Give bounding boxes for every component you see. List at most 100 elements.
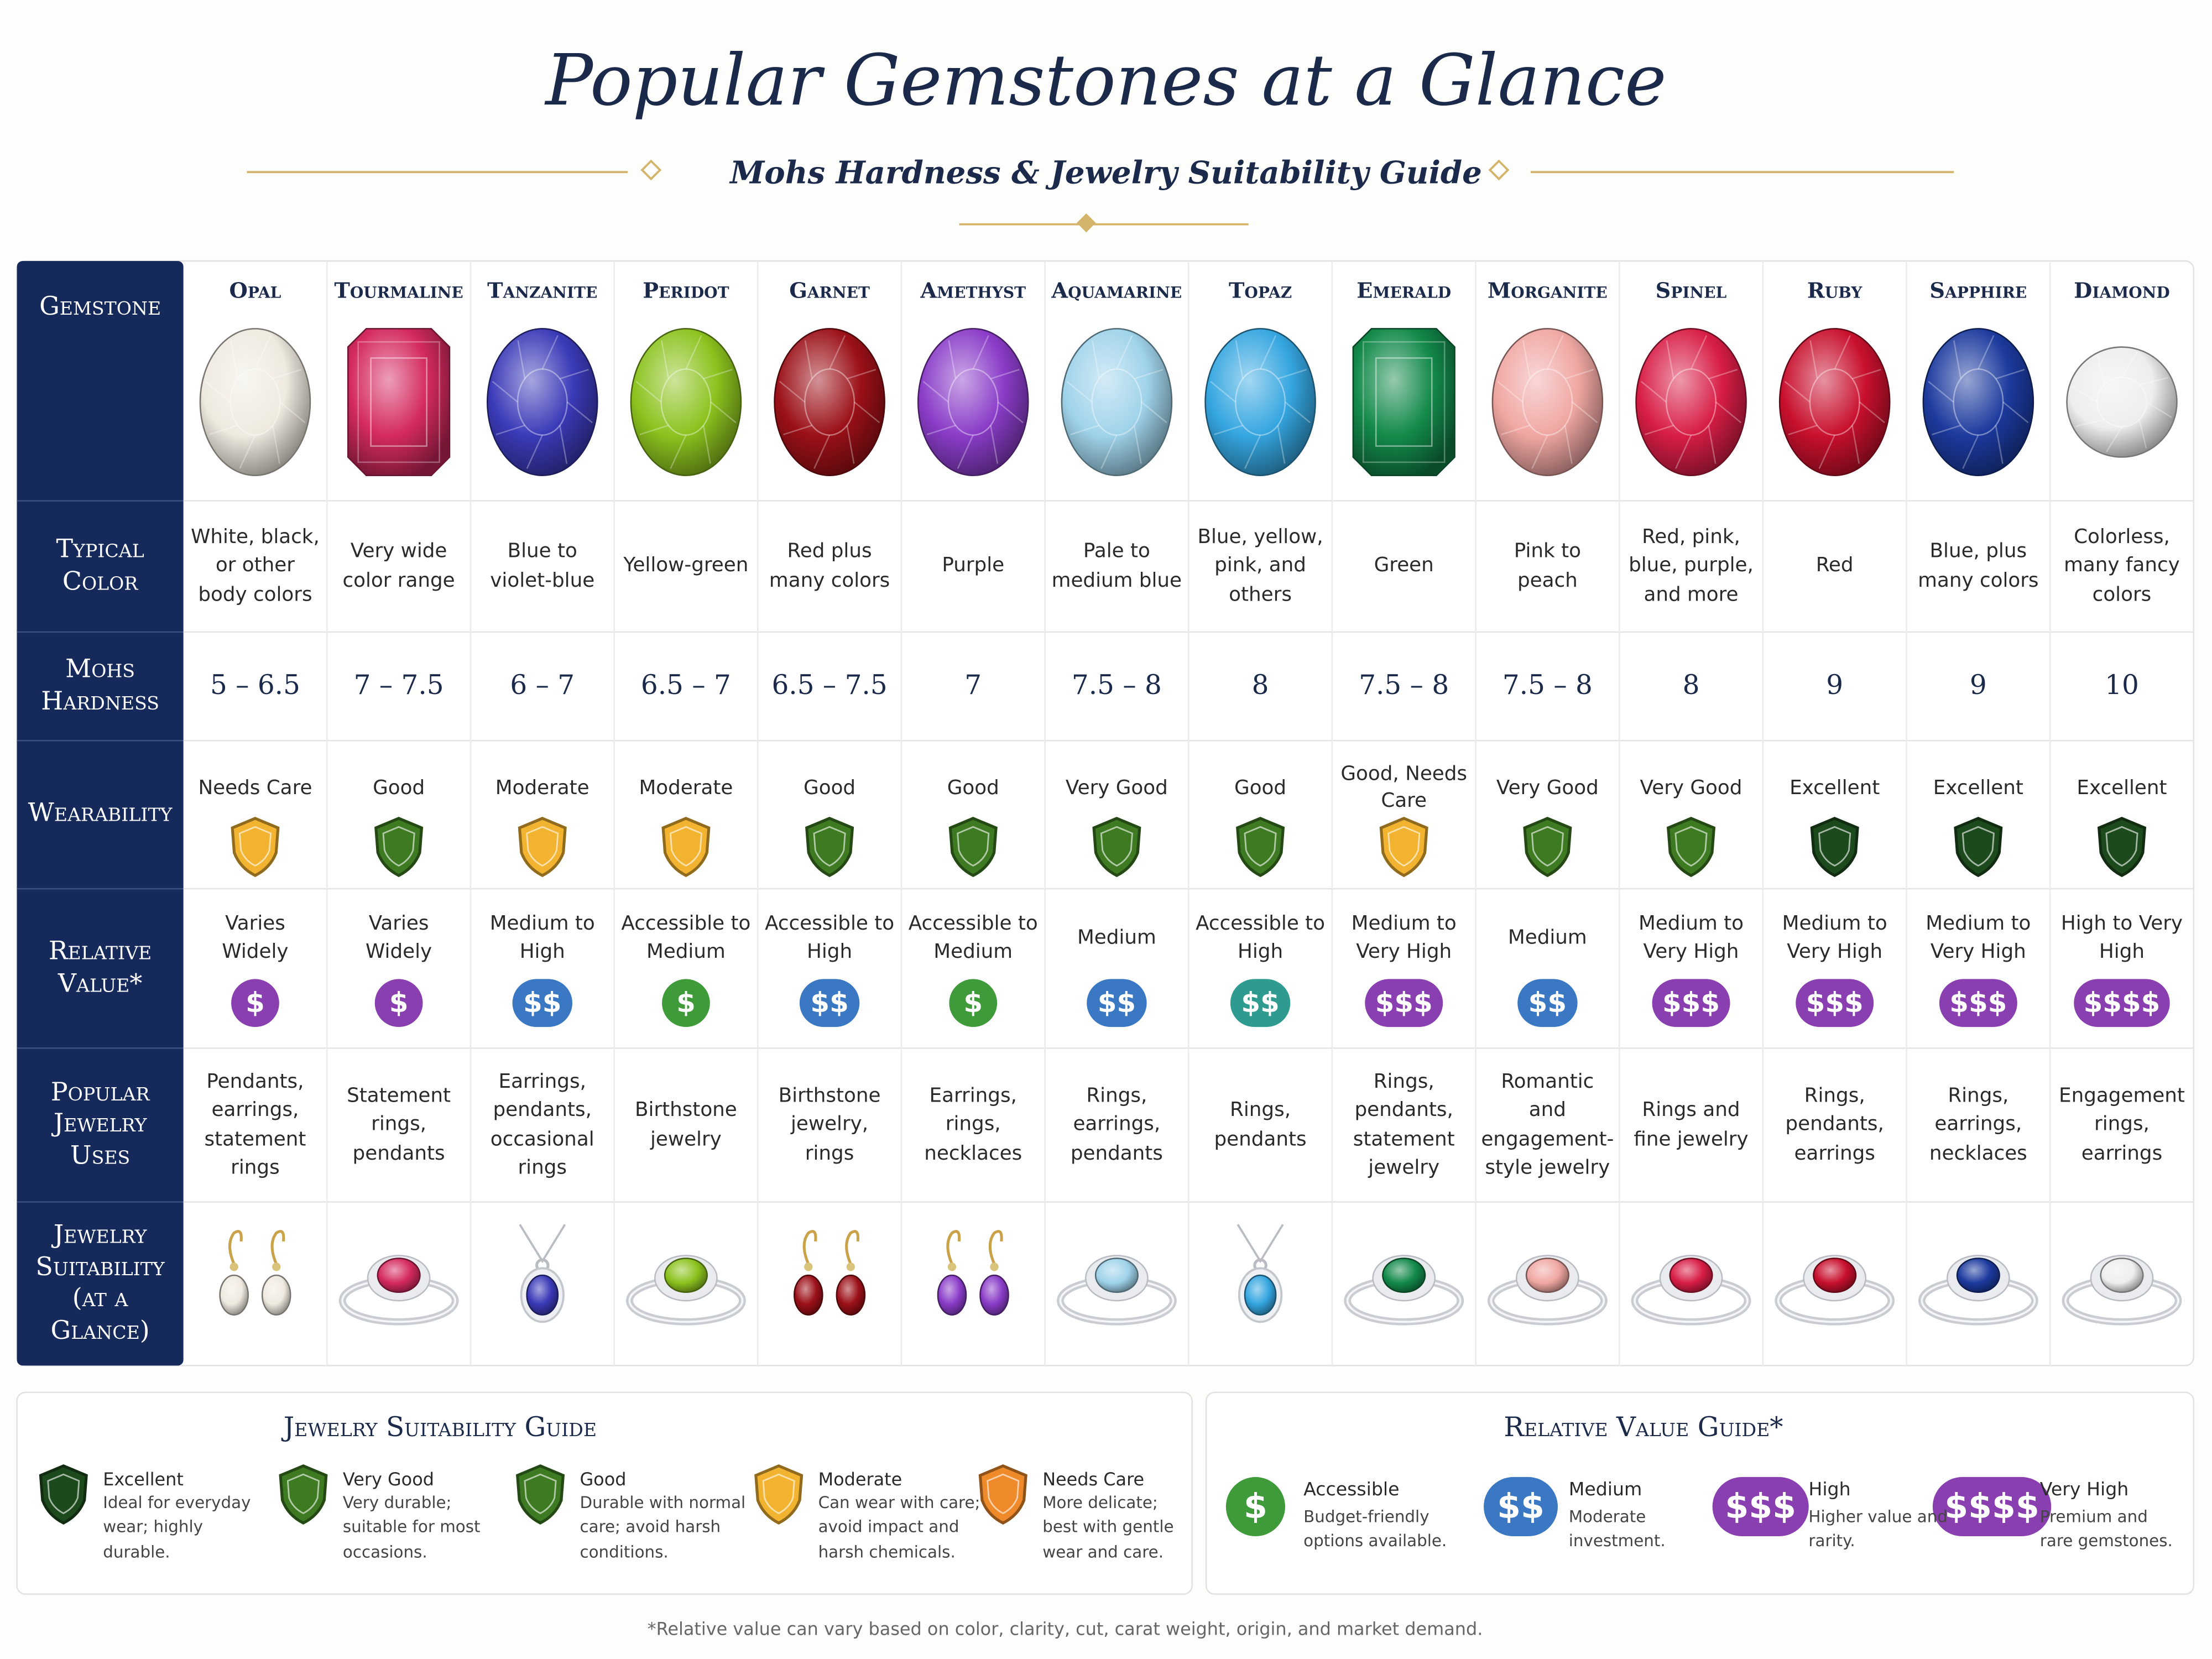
shield-icon <box>1523 817 1572 878</box>
earring-hook <box>946 1230 961 1265</box>
typical-color: Very wide color range <box>342 540 455 592</box>
gem-facet <box>702 425 711 464</box>
gem-step <box>357 341 440 463</box>
gem-name: Tourmaline <box>334 278 463 304</box>
shield-inner <box>1818 826 1851 867</box>
gem-facet <box>1859 401 1885 424</box>
jewelry-uses: Engagement rings, earrings <box>2059 1084 2185 1165</box>
gem-image <box>1635 328 1747 476</box>
gem-body <box>1778 328 1891 476</box>
gem-body <box>2100 1258 2144 1293</box>
legend-description: More delicate; best with gentle wear and… <box>1042 1492 1174 1561</box>
pendant-gem <box>1244 1274 1277 1316</box>
gem-facet <box>828 335 846 369</box>
ring-gem <box>664 1258 708 1293</box>
shield-inner <box>524 1473 557 1515</box>
gem-facet <box>922 380 949 403</box>
gem-body <box>937 1274 967 1316</box>
earring-bail <box>846 1262 855 1271</box>
gem-facet <box>1134 369 1164 380</box>
gem-facet <box>854 401 880 424</box>
typical-color: Red <box>1815 555 1854 578</box>
shield <box>1523 817 1572 878</box>
legend-level: Needs Care <box>1042 1468 1145 1490</box>
typical-color: Blue to violet-blue <box>490 540 595 592</box>
value-badge <box>1225 1477 1285 1537</box>
gem-facet <box>1497 380 1524 403</box>
gem-body <box>526 1274 559 1316</box>
earring-bail <box>990 1262 999 1271</box>
earring-gem <box>261 1274 291 1316</box>
shield-inner <box>1674 826 1708 867</box>
value-symbol: $$ <box>1528 987 1567 1019</box>
gem-facet <box>230 340 239 379</box>
gem-facet <box>1851 369 1881 380</box>
shield-inner <box>987 1473 1020 1515</box>
gem-facet <box>685 335 702 369</box>
ring-gem <box>1813 1258 1857 1293</box>
gem-table <box>1665 368 1717 436</box>
jewelry-uses: Rings, earrings, necklaces <box>1929 1084 2027 1165</box>
value-badge <box>1932 1477 2052 1537</box>
gem-body <box>347 328 451 476</box>
shield-inner <box>1961 826 1995 867</box>
value-badge <box>799 979 860 1027</box>
relative-value: Accessible to High <box>765 913 895 964</box>
gem-facet <box>1818 435 1835 469</box>
gem-facet <box>847 369 877 380</box>
gem-body <box>487 328 598 476</box>
gem-facet <box>1133 425 1142 464</box>
ornament-diamond <box>1488 159 1510 181</box>
shield-icon <box>1666 817 1716 878</box>
hardness: 8 <box>1251 670 1269 701</box>
hardness: 7 <box>964 670 982 701</box>
legend-level: Very High <box>2039 1480 2129 1501</box>
gem-facet <box>1978 335 1995 369</box>
gem-name: Diamond <box>2074 278 2170 304</box>
gem-facet <box>1708 369 1738 380</box>
relative-value: High to Very High <box>2060 913 2183 964</box>
gem-facet <box>1531 435 1548 469</box>
wearability: Good <box>947 776 999 800</box>
gem-facet <box>846 425 855 464</box>
gem-body <box>1491 328 1604 476</box>
shield-inner <box>813 826 846 867</box>
shield <box>279 1464 328 1525</box>
shield <box>948 817 998 878</box>
shield-icon <box>661 817 711 878</box>
gem-name: Opal <box>229 278 281 304</box>
relative-value: Medium <box>1507 927 1587 950</box>
gem-facet <box>2096 356 2105 385</box>
gem-image <box>199 328 311 476</box>
gem-facet <box>1640 380 1667 403</box>
gem-table <box>517 368 568 436</box>
gem-table <box>804 368 855 436</box>
gem-facet <box>2002 401 2029 424</box>
relative-value: Medium to High <box>489 913 595 964</box>
value-badge <box>512 979 572 1027</box>
typical-color: White, black, or other body colors <box>191 526 320 607</box>
shield-icon <box>231 817 280 878</box>
shield <box>1236 817 1285 878</box>
value-symbol: $$$ <box>1806 987 1864 1019</box>
shield-icon <box>2097 817 2147 878</box>
table-border <box>16 260 2195 1366</box>
gem-facet <box>1070 425 1100 436</box>
row-label: Typical Color <box>56 534 144 596</box>
jewelry-uses: Rings and fine jewelry <box>1634 1099 1749 1151</box>
shield-inner <box>1244 826 1277 867</box>
gem-facet <box>492 380 518 403</box>
legend-title: Relative Value Guide* <box>1504 1412 1783 1443</box>
hardness: 5 – 6.5 <box>210 670 300 701</box>
earring-gem <box>794 1274 823 1316</box>
gem-name: Tanzanite <box>487 278 598 304</box>
earring-bail <box>804 1262 813 1271</box>
shield-inner <box>2105 826 2138 867</box>
gem-body <box>774 328 885 476</box>
earring-bail <box>229 1262 238 1271</box>
gem-facet <box>670 435 687 469</box>
earring-bail <box>272 1262 281 1271</box>
ring-gem <box>1669 1258 1713 1293</box>
shield-icon <box>805 817 854 878</box>
shield-icon <box>39 1464 88 1525</box>
